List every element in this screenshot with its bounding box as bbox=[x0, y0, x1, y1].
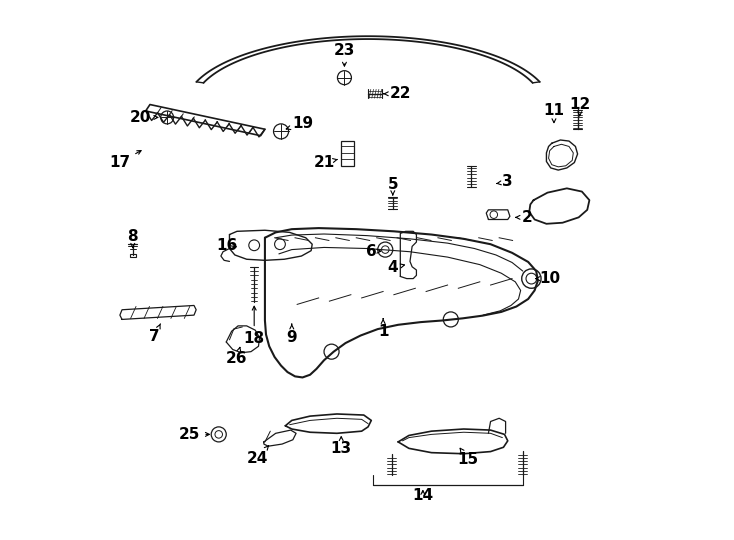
Text: 10: 10 bbox=[536, 271, 560, 286]
Text: 7: 7 bbox=[149, 324, 161, 344]
Text: 21: 21 bbox=[313, 155, 338, 170]
Bar bbox=[129, 254, 136, 257]
Text: 4: 4 bbox=[388, 260, 404, 275]
Text: 17: 17 bbox=[109, 151, 141, 170]
Text: 11: 11 bbox=[543, 104, 564, 123]
Text: 23: 23 bbox=[334, 43, 355, 66]
Text: 19: 19 bbox=[286, 117, 313, 131]
Text: 8: 8 bbox=[128, 229, 138, 247]
Text: 24: 24 bbox=[247, 446, 269, 465]
Text: 16: 16 bbox=[217, 238, 238, 253]
Text: 13: 13 bbox=[330, 437, 352, 456]
Text: 3: 3 bbox=[497, 174, 513, 190]
Text: 20: 20 bbox=[130, 110, 158, 125]
Bar bbox=[341, 141, 354, 166]
Text: 25: 25 bbox=[179, 427, 209, 442]
Text: 22: 22 bbox=[384, 86, 411, 102]
Text: 26: 26 bbox=[226, 347, 248, 366]
Text: 12: 12 bbox=[569, 97, 590, 116]
Text: 18: 18 bbox=[244, 306, 265, 346]
Text: 15: 15 bbox=[457, 448, 479, 467]
Text: 6: 6 bbox=[366, 244, 381, 259]
Text: 2: 2 bbox=[516, 210, 532, 225]
Text: 1: 1 bbox=[378, 319, 388, 339]
Text: 5: 5 bbox=[388, 177, 398, 195]
Text: 9: 9 bbox=[286, 324, 297, 345]
Text: 14: 14 bbox=[413, 488, 434, 503]
